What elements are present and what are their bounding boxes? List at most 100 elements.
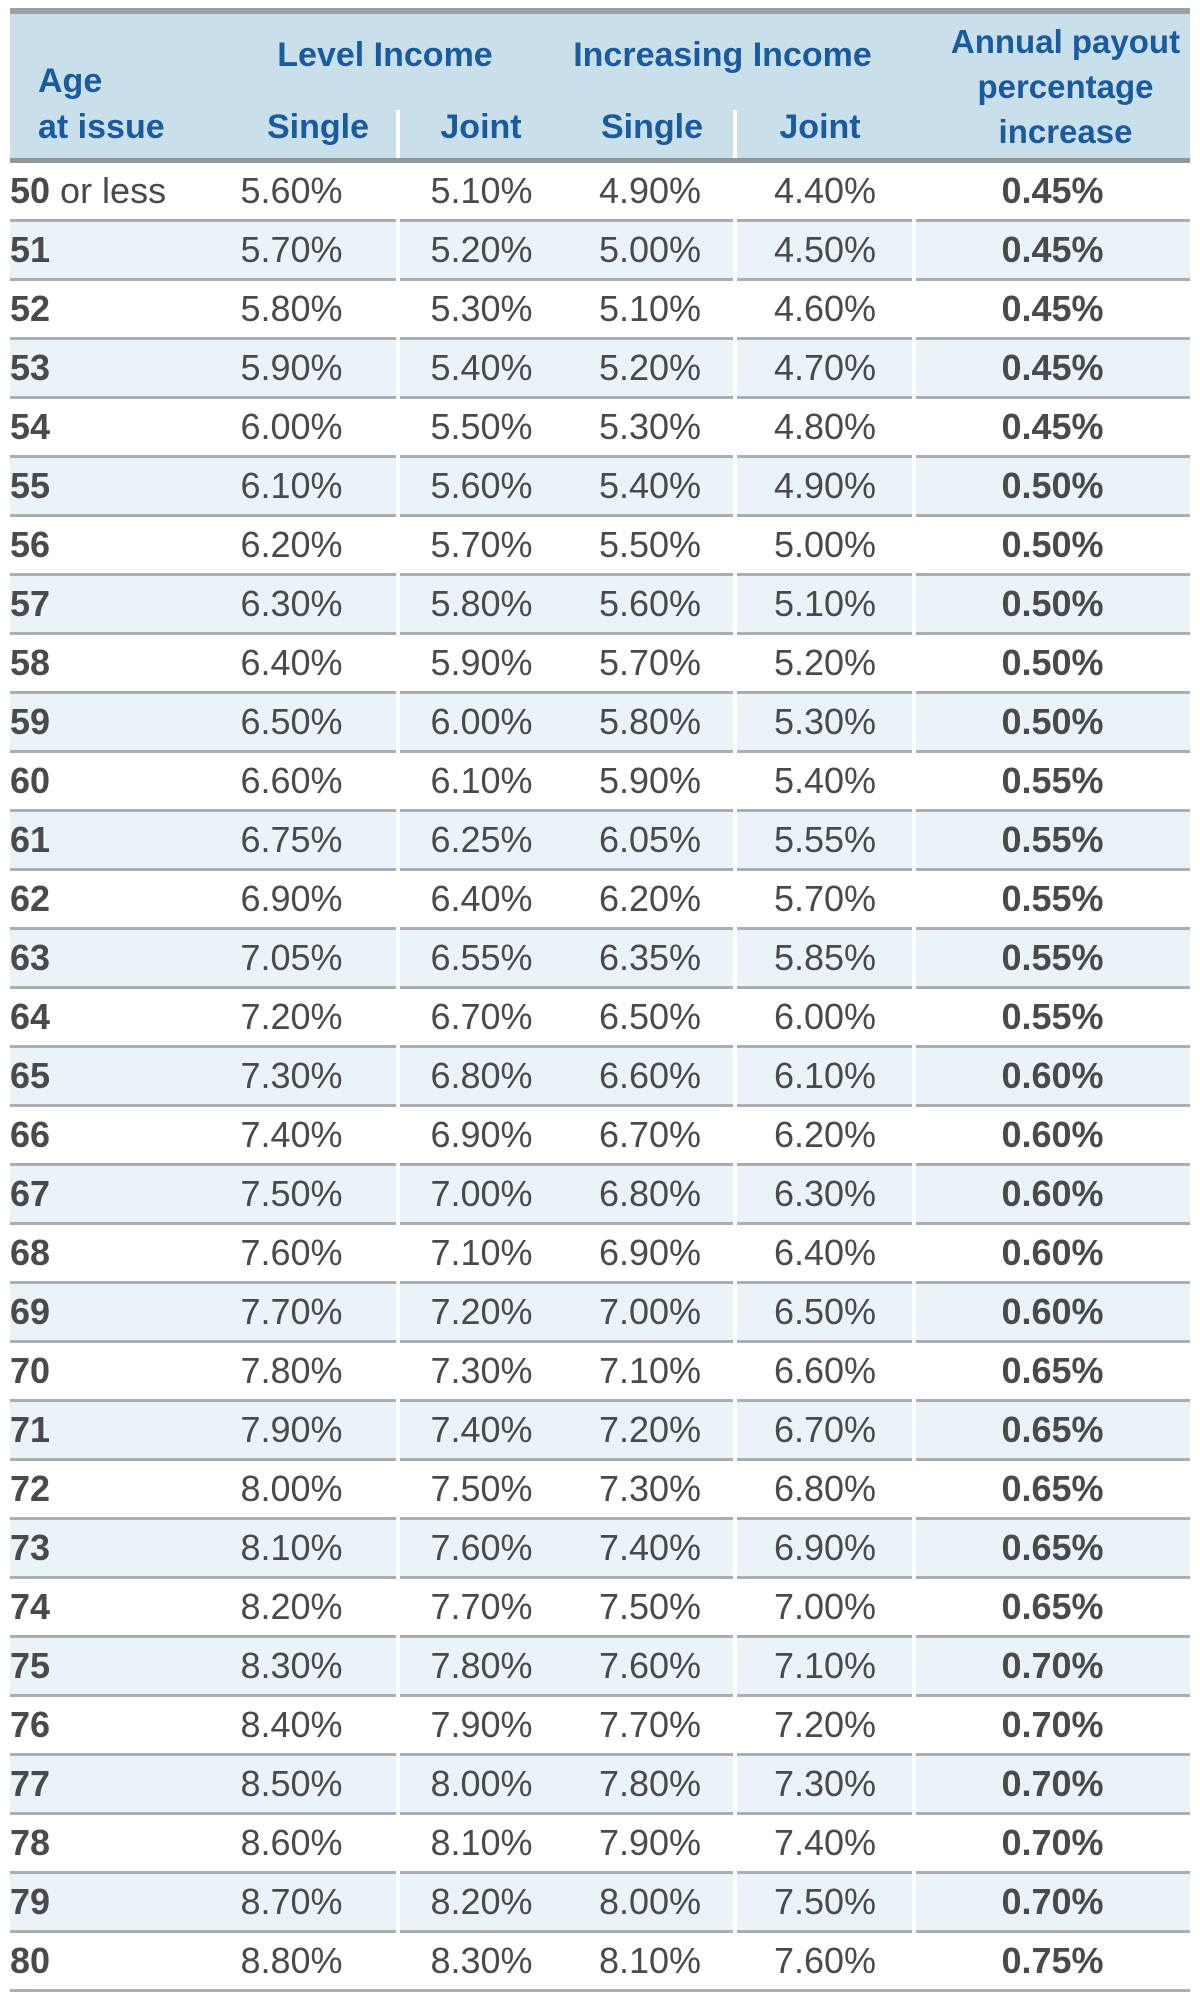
- table-row: 57 6.30% 5.80% 5.60% 5.10% 0.50%: [10, 573, 1190, 632]
- table-bottom-border: [10, 1989, 1190, 1992]
- increasing-single-cell: 7.40%: [565, 1517, 735, 1576]
- annual-increase-cell: 0.60%: [915, 1045, 1190, 1104]
- increasing-single-cell: 5.60%: [565, 573, 735, 632]
- increasing-joint-cell: 5.85%: [735, 927, 915, 986]
- annual-increase-cell: 0.65%: [915, 1340, 1190, 1399]
- level-joint-cell: 7.40%: [398, 1399, 565, 1458]
- body-column-gap: [396, 163, 400, 1989]
- age-cell: 71: [10, 1399, 185, 1458]
- annual-increase-cell: 0.60%: [915, 1163, 1190, 1222]
- annual-increase-cell: 0.55%: [915, 927, 1190, 986]
- increasing-single-cell: 5.80%: [565, 691, 735, 750]
- increasing-joint-cell: 7.60%: [735, 1930, 915, 1989]
- level-joint-cell: 6.40%: [398, 868, 565, 927]
- table-row: 68 7.60% 7.10% 6.90% 6.40% 0.60%: [10, 1222, 1190, 1281]
- level-single-cell: 8.50%: [185, 1753, 398, 1812]
- increasing-single-cell: 6.05%: [565, 809, 735, 868]
- table-row: 62 6.90% 6.40% 6.20% 5.70% 0.55%: [10, 868, 1190, 927]
- table-row: 51 5.70% 5.20% 5.00% 4.50% 0.45%: [10, 219, 1190, 278]
- increasing-joint-cell: 4.70%: [735, 337, 915, 396]
- level-single-cell: 7.20%: [185, 986, 398, 1045]
- increasing-joint-cell: 5.30%: [735, 691, 915, 750]
- increasing-single-cell: 7.60%: [565, 1635, 735, 1694]
- level-single-cell: 8.80%: [185, 1930, 398, 1989]
- level-single-cell: 6.10%: [185, 455, 398, 514]
- level-joint-cell: 8.00%: [398, 1753, 565, 1812]
- level-joint-cell: 8.20%: [398, 1871, 565, 1930]
- annual-increase-cell: 0.55%: [915, 986, 1190, 1045]
- annual-increase-cell: 0.70%: [915, 1812, 1190, 1871]
- age-cell: 57: [10, 573, 185, 632]
- increasing-joint-cell: 5.55%: [735, 809, 915, 868]
- level-joint-cell: 7.70%: [398, 1576, 565, 1635]
- increasing-joint-cell: 6.10%: [735, 1045, 915, 1104]
- level-joint-cell: 6.90%: [398, 1104, 565, 1163]
- rate-table: 50 or less 5.60% 5.10% 4.90% 4.40% 0.45% 51 5.7…: [10, 163, 1190, 1989]
- level-single-cell: 6.40%: [185, 632, 398, 691]
- body-column-gap: [912, 163, 916, 1989]
- annual-increase-cell: 0.60%: [915, 1104, 1190, 1163]
- level-joint-cell: 6.00%: [398, 691, 565, 750]
- age-cell: 53: [10, 337, 185, 396]
- level-joint-cell: 6.80%: [398, 1045, 565, 1104]
- table-row: 50 or less 5.60% 5.10% 4.90% 4.40% 0.45%: [10, 163, 1190, 219]
- level-joint-cell: 7.80%: [398, 1635, 565, 1694]
- annual-increase-cell: 0.50%: [915, 691, 1190, 750]
- increasing-joint-cell: 6.20%: [735, 1104, 915, 1163]
- header-column-divider: [733, 110, 737, 158]
- age-cell: 59: [10, 691, 185, 750]
- age-cell: 70: [10, 1340, 185, 1399]
- table-row: 71 7.90% 7.40% 7.20% 6.70% 0.65%: [10, 1399, 1190, 1458]
- increasing-joint-cell: 6.90%: [735, 1517, 915, 1576]
- age-cell: 76: [10, 1694, 185, 1753]
- increasing-income-group-header: Increasing Income: [573, 36, 872, 74]
- age-cell: 50 or less: [10, 170, 167, 211]
- annual-increase-cell: 0.45%: [915, 396, 1190, 455]
- level-joint-cell: 5.50%: [398, 396, 565, 455]
- increasing-joint-cell: 4.90%: [735, 455, 915, 514]
- increasing-single-cell: 6.35%: [565, 927, 735, 986]
- increasing-joint-cell: 5.10%: [735, 573, 915, 632]
- age-cell: 77: [10, 1753, 185, 1812]
- level-single-cell: 7.40%: [185, 1104, 398, 1163]
- age-cell: 64: [10, 986, 185, 1045]
- header-column-divider: [396, 110, 400, 158]
- level-single-cell: 6.75%: [185, 809, 398, 868]
- table-row: 59 6.50% 6.00% 5.80% 5.30% 0.50%: [10, 691, 1190, 750]
- age-cell: 74: [10, 1576, 185, 1635]
- age-cell: 80: [10, 1930, 185, 1989]
- increasing-joint-cell: 7.30%: [735, 1753, 915, 1812]
- age-cell: 63: [10, 927, 185, 986]
- annual-header-line1: Annual payout: [950, 23, 1181, 60]
- increasing-single-cell: 7.00%: [565, 1281, 735, 1340]
- table-row: 69 7.70% 7.20% 7.00% 6.50% 0.60%: [10, 1281, 1190, 1340]
- table-row: 55 6.10% 5.60% 5.40% 4.90% 0.50%: [10, 455, 1190, 514]
- level-joint-cell: 7.90%: [398, 1694, 565, 1753]
- table-row: 79 8.70% 8.20% 8.00% 7.50% 0.70%: [10, 1871, 1190, 1930]
- table-row: 67 7.50% 7.00% 6.80% 6.30% 0.60%: [10, 1163, 1190, 1222]
- level-joint-cell: 5.60%: [398, 455, 565, 514]
- age-cell: 69: [10, 1281, 185, 1340]
- increasing-joint-cell: 4.80%: [735, 396, 915, 455]
- age-cell: 56: [10, 514, 185, 573]
- table-row: 60 6.60% 6.10% 5.90% 5.40% 0.55%: [10, 750, 1190, 809]
- increasing-single-cell: 6.20%: [565, 868, 735, 927]
- level-single-cell: 6.20%: [185, 514, 398, 573]
- annual-increase-cell: 0.45%: [915, 278, 1190, 337]
- increasing-joint-cell: 6.00%: [735, 986, 915, 1045]
- table-row: 63 7.05% 6.55% 6.35% 5.85% 0.55%: [10, 927, 1190, 986]
- annual-increase-cell: 0.45%: [915, 337, 1190, 396]
- level-single-cell: 7.60%: [185, 1222, 398, 1281]
- level-joint-cell: 5.30%: [398, 278, 565, 337]
- table-row: 80 8.80% 8.30% 8.10% 7.60% 0.75%: [10, 1930, 1190, 1989]
- increasing-joint-cell: 7.40%: [735, 1812, 915, 1871]
- increasing-joint-cell: 5.70%: [735, 868, 915, 927]
- level-single-cell: 5.90%: [185, 337, 398, 396]
- age-cell: 61: [10, 809, 185, 868]
- increasing-single-cell: 7.10%: [565, 1340, 735, 1399]
- increasing-single-cell: 7.20%: [565, 1399, 735, 1458]
- annual-increase-cell: 0.55%: [915, 868, 1190, 927]
- level-single-cell: 8.40%: [185, 1694, 398, 1753]
- annual-increase-cell: 0.45%: [1001, 170, 1104, 211]
- level-joint-cell: 6.10%: [398, 750, 565, 809]
